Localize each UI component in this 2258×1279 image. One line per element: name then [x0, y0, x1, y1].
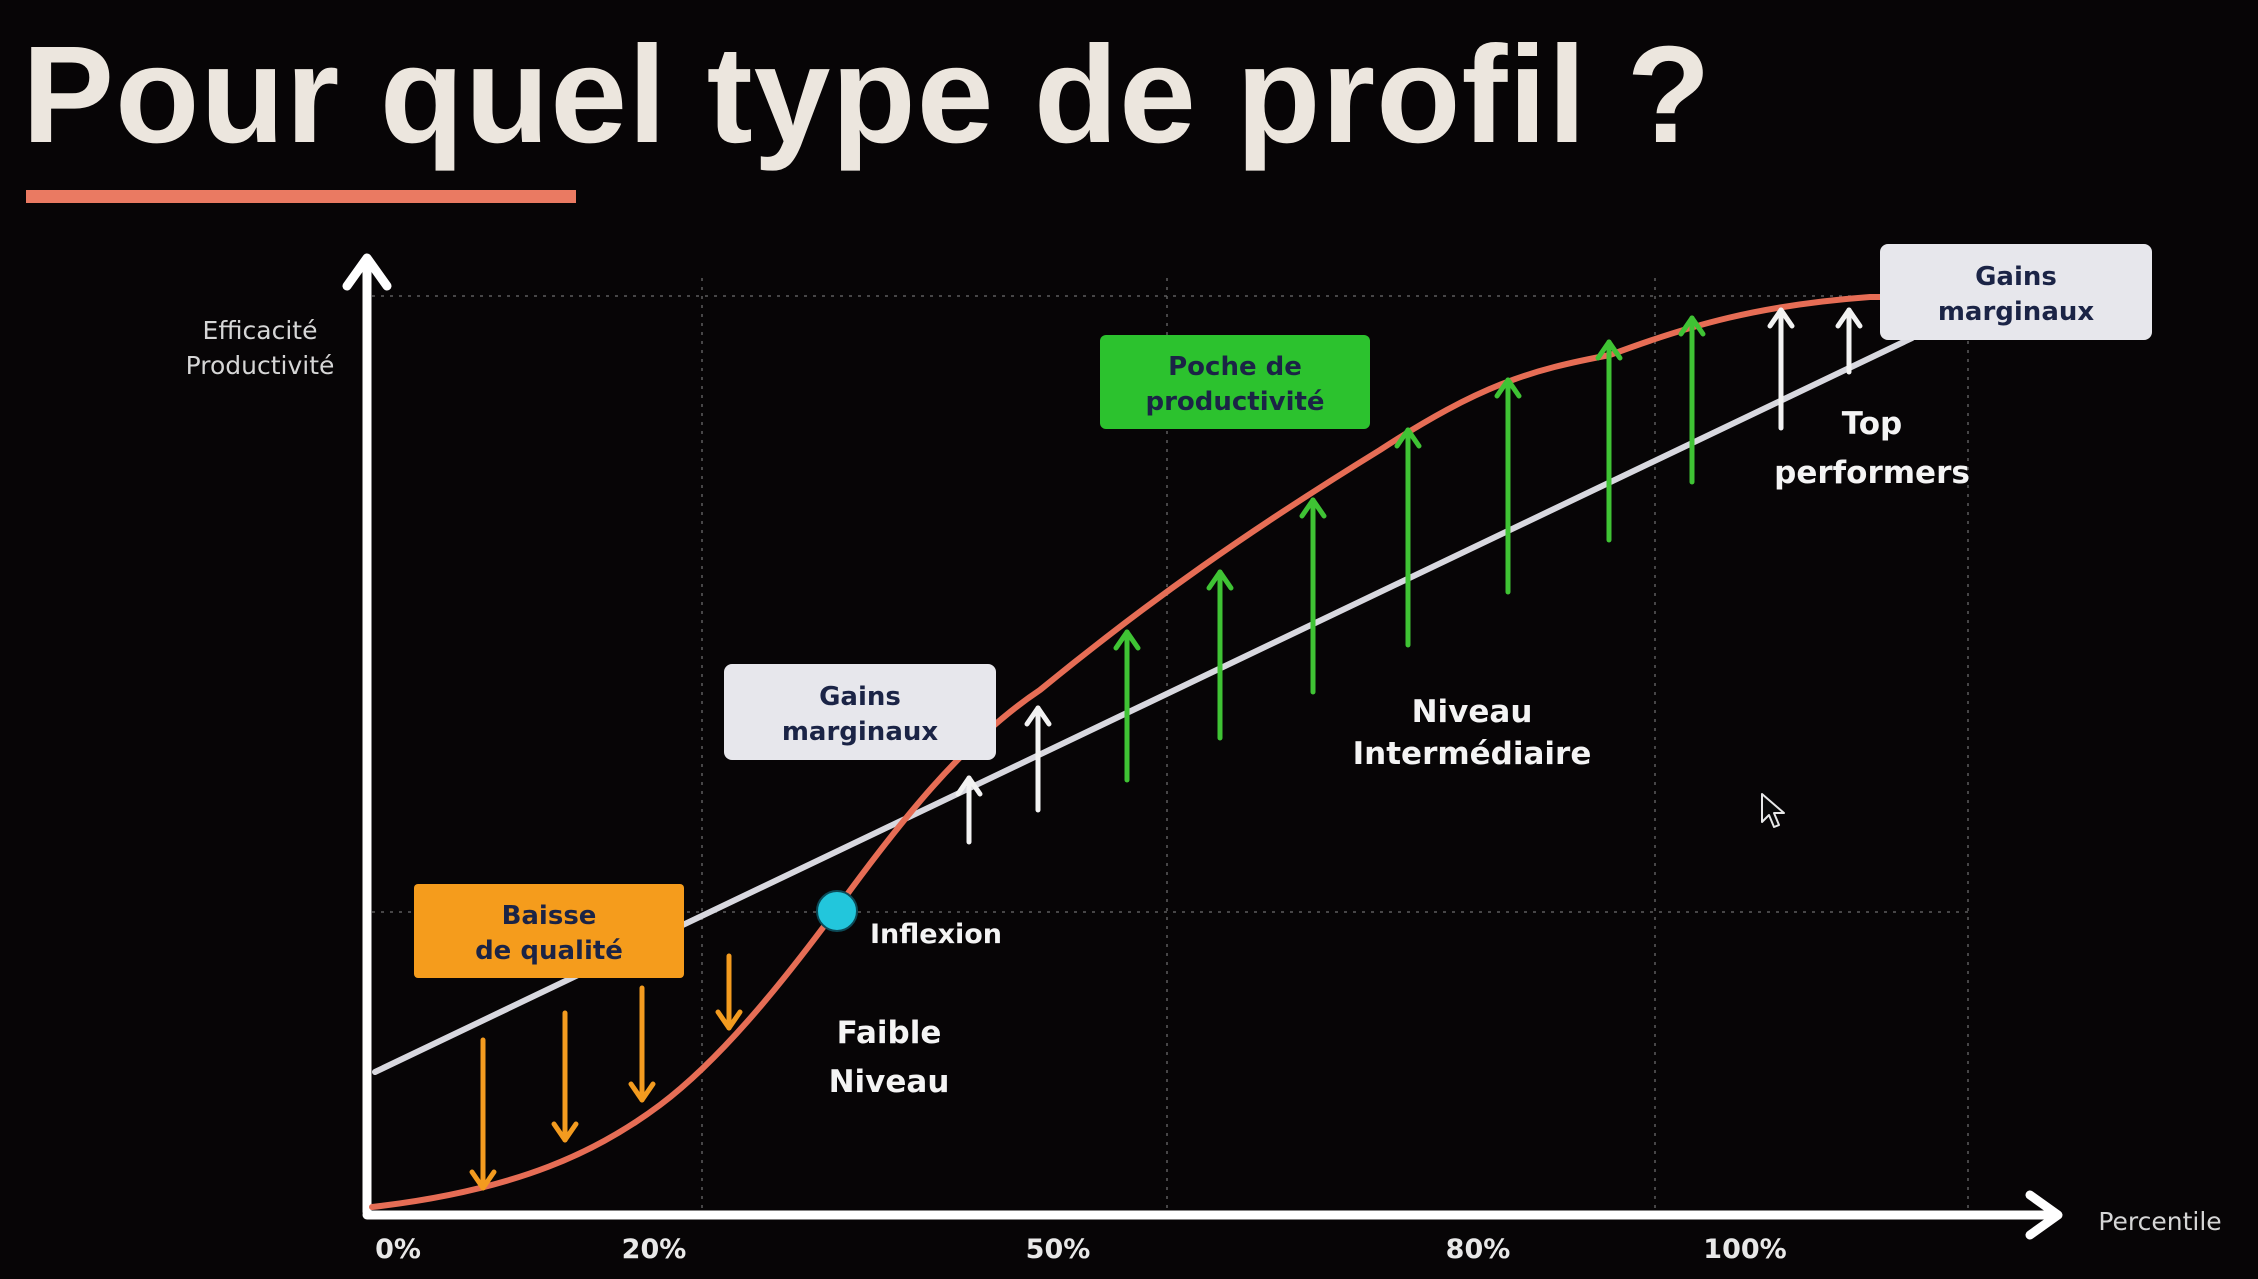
- grid: [372, 278, 1969, 1210]
- up-arrow: [955, 775, 983, 845]
- up-arrow: [1299, 497, 1327, 695]
- marginal-gain-arrows-top: [1767, 307, 1863, 431]
- poche-label-1: Poche de: [1168, 352, 1302, 382]
- poche-label-2: productivité: [1145, 387, 1324, 417]
- x-tick-0: 0%: [375, 1234, 421, 1265]
- y-axis-arrowhead: [342, 253, 392, 291]
- down-arrow: [469, 1037, 497, 1191]
- up-arrow: [1206, 569, 1234, 741]
- x-tick-100: 100%: [1703, 1234, 1786, 1265]
- down-arrow: [551, 1010, 579, 1143]
- inflexion-point: [816, 890, 858, 932]
- gains-top-box: [1880, 244, 2152, 340]
- y-axis-label-2: Productivité: [186, 351, 335, 380]
- productivity-gain-arrows: [1113, 315, 1706, 783]
- mouse-pointer-icon: [1761, 793, 1785, 828]
- x-tick-20: 20%: [622, 1234, 687, 1265]
- baisse-label-2: de qualité: [475, 936, 623, 966]
- up-arrow: [1767, 307, 1795, 431]
- top-label-2: performers: [1774, 455, 1970, 491]
- up-arrow: [1678, 315, 1706, 485]
- gains-low-label-2: marginaux: [782, 717, 939, 747]
- slide-title: Pour quel type de profil ?: [22, 18, 1712, 172]
- y-axis-label-1: Efficacité: [203, 316, 318, 345]
- down-arrow: [715, 953, 743, 1031]
- up-arrow: [1024, 705, 1052, 813]
- up-arrow: [1394, 427, 1422, 648]
- quality-loss-arrows: [469, 953, 743, 1191]
- x-axis-arrowhead: [2025, 1190, 2063, 1240]
- x-tick-50: 50%: [1026, 1234, 1091, 1265]
- niveau-label-2: Intermédiaire: [1353, 736, 1592, 772]
- faible-label-2: Niveau: [829, 1064, 950, 1100]
- up-arrow: [1835, 307, 1863, 375]
- niveau-label-1: Niveau: [1412, 694, 1533, 730]
- baisse-box: [414, 884, 684, 978]
- inflexion-label: Inflexion: [870, 919, 1002, 950]
- title-underline: [26, 190, 576, 203]
- down-arrow: [628, 985, 656, 1103]
- x-axis-label: Percentile: [2098, 1207, 2221, 1236]
- baisse-label-1: Baisse: [502, 901, 597, 931]
- gains-top-label-1: Gains: [1975, 262, 2057, 292]
- marginal-gain-arrows-low: [955, 705, 1052, 845]
- x-tick-80: 80%: [1446, 1234, 1511, 1265]
- up-arrow: [1595, 339, 1623, 543]
- up-arrow: [1494, 377, 1522, 595]
- faible-label-1: Faible: [837, 1015, 942, 1051]
- gains-low-label-1: Gains: [819, 682, 901, 712]
- top-label-1: Top: [1842, 406, 1903, 442]
- poche-box: [1100, 335, 1370, 429]
- gains-top-label-2: marginaux: [1938, 297, 2095, 327]
- axes: [342, 253, 2063, 1240]
- up-arrow: [1113, 629, 1141, 783]
- gains-low-box: [724, 664, 996, 760]
